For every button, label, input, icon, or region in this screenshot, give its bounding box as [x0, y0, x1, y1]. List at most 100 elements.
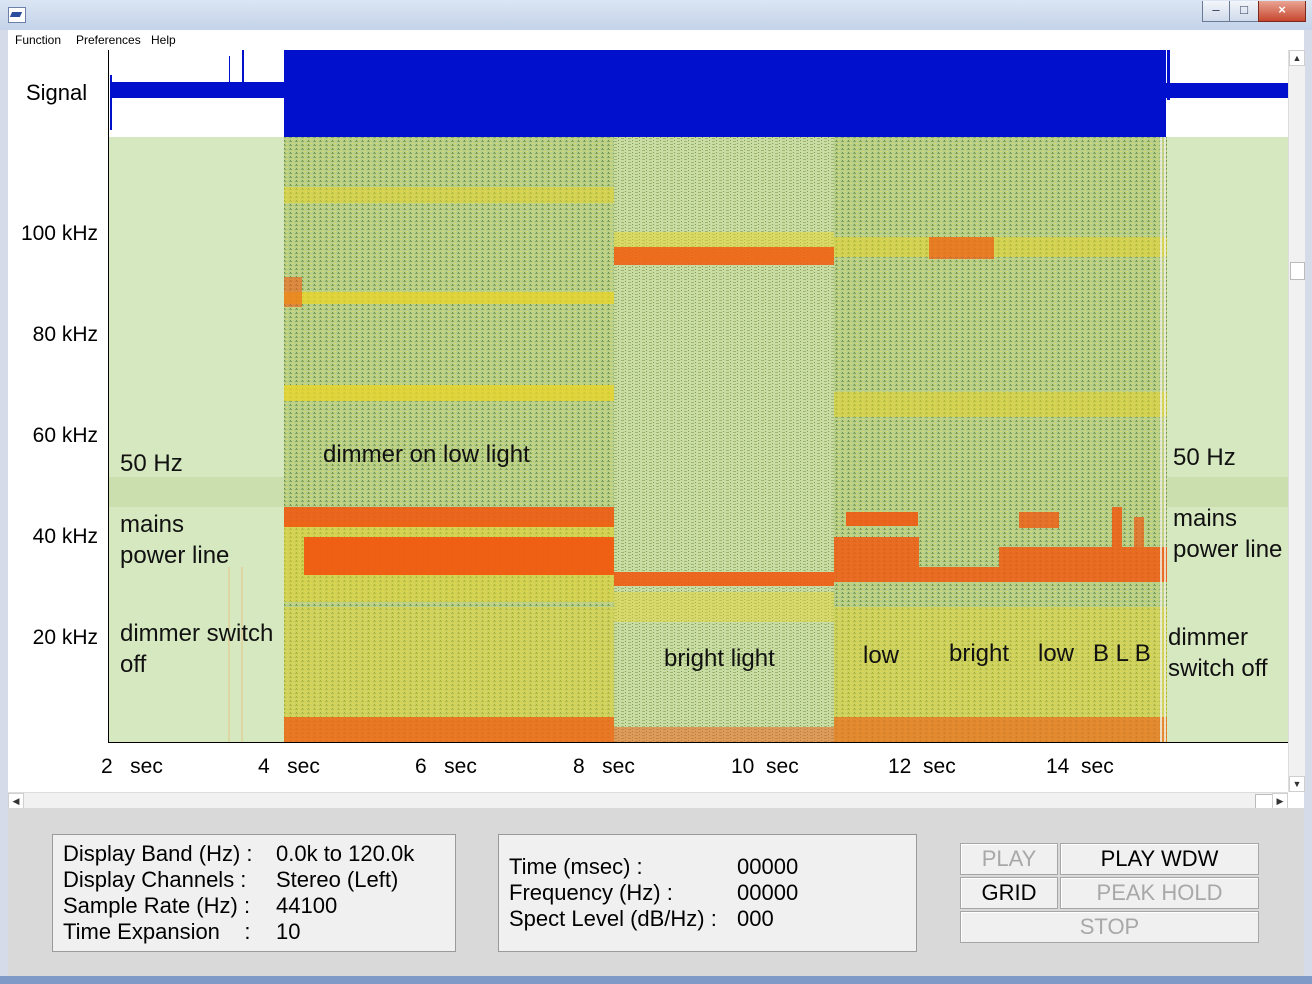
minimize-icon: –	[1212, 2, 1220, 17]
y-tick-80khz: 80 kHz	[32, 323, 98, 346]
band-orange	[614, 572, 834, 586]
annotation-dimmer-off-right: dimmer switch off	[1168, 624, 1268, 682]
band-yellow	[834, 392, 1167, 417]
grid-button[interactable]: GRID	[960, 877, 1058, 909]
signal-spike	[110, 75, 112, 130]
signal-spike	[1167, 50, 1170, 100]
band-orange	[1112, 507, 1122, 547]
minimize-button[interactable]: –	[1202, 1, 1230, 22]
value-time-expansion: 10	[276, 919, 301, 944]
signal-spike	[242, 50, 244, 94]
menu-function[interactable]: Function	[15, 33, 62, 47]
horizontal-scrollbar[interactable]: ◀ ▶	[8, 792, 1288, 809]
annotation-mains-left: mains power line	[120, 511, 230, 569]
label-sample-rate: Sample Rate (Hz) :	[63, 893, 251, 918]
close-icon: ×	[1278, 2, 1286, 17]
x-tick-10sec: 10 sec	[731, 755, 799, 778]
annotation-50hz-left: 50 Hz	[120, 450, 183, 477]
spectrogram-svg	[109, 137, 1289, 742]
horizontal-scroll-thumb[interactable]	[1255, 794, 1273, 809]
band-orange	[1019, 512, 1059, 528]
taskbar	[0, 976, 1312, 984]
vertical-scrollbar[interactable]: ▲ ▼	[1288, 50, 1305, 792]
annotation-low-1: low	[863, 642, 900, 669]
annotation-bright-light: bright light	[664, 645, 775, 672]
band-orange	[304, 537, 614, 575]
band-yellow	[284, 187, 614, 203]
y-tick-40khz: 40 kHz	[32, 525, 98, 548]
value-frequency: 00000	[737, 880, 799, 905]
label-display-band: Display Band (Hz) :	[63, 841, 253, 866]
band-orange	[1134, 517, 1144, 547]
band-orange	[846, 512, 918, 526]
band-orange	[929, 237, 994, 259]
signal-quiet-right	[1166, 83, 1289, 98]
x-tick-4sec: 4 sec	[258, 755, 320, 778]
signal-waveform-svg	[110, 50, 1289, 137]
band-orange	[999, 547, 1167, 582]
peak-hold-button[interactable]: PEAK HOLD	[1060, 877, 1259, 909]
band-orange	[614, 727, 834, 742]
y-tick-100khz: 100 kHz	[20, 222, 98, 245]
annotation-50hz-right: 50 Hz	[1173, 444, 1236, 471]
annotation-bright-2: bright	[949, 640, 1010, 667]
spectrogram[interactable]	[108, 137, 1289, 743]
menu-preferences[interactable]: Preferences	[76, 33, 141, 47]
band-orange	[919, 567, 999, 582]
region-dimmer-low	[284, 137, 614, 742]
x-tick-2sec: 2 sec	[101, 755, 163, 778]
annotation-dimmer-low: dimmer on low light	[323, 441, 530, 468]
band-orange	[834, 717, 1167, 742]
menu-bar: Function Preferences Help	[8, 30, 1304, 51]
label-frequency: Frequency (Hz) :	[509, 880, 673, 905]
close-button[interactable]: ×	[1258, 1, 1306, 22]
band-orange	[614, 247, 834, 265]
band-orange	[834, 537, 919, 582]
vertical-scroll-thumb[interactable]	[1290, 262, 1305, 280]
y-tick-60khz: 60 kHz	[32, 424, 98, 447]
value-display-channels: Stereo (Left)	[276, 867, 399, 892]
signal-loud	[284, 50, 1166, 137]
band-yellow	[284, 292, 614, 304]
scroll-up-arrow-icon[interactable]: ▲	[1289, 50, 1305, 66]
annotation-blb: B L B	[1093, 640, 1151, 667]
label-time-expansion: Time Expansion :	[63, 919, 251, 944]
value-sample-rate: 44100	[276, 893, 338, 918]
band-orange	[284, 717, 614, 742]
play-button[interactable]: PLAY	[960, 843, 1058, 875]
band-yellow	[614, 592, 834, 622]
y-tick-20khz: 20 kHz	[32, 626, 98, 649]
cursor-info-panel: Time (msec) : 00000 Frequency (Hz) : 000…	[498, 834, 917, 952]
x-tick-14sec: 14 sec	[1046, 755, 1114, 778]
band-yellow	[834, 237, 1167, 257]
band-orange	[284, 277, 302, 307]
x-tick-6sec: 6 sec	[415, 755, 477, 778]
menu-help[interactable]: Help	[151, 33, 176, 47]
scroll-right-arrow-icon[interactable]: ▶	[1272, 793, 1288, 809]
label-spect-level: Spect Level (dB/Hz) :	[509, 906, 717, 931]
x-tick-8sec: 8 sec	[573, 755, 635, 778]
maximize-icon: □	[1240, 2, 1248, 17]
annotation-dimmer-off-left: dimmer switch off	[120, 620, 274, 678]
signal-quiet-left	[110, 82, 284, 98]
mains-band-left	[109, 477, 284, 507]
mains-band-right	[1167, 477, 1289, 507]
value-spect-level: 000	[737, 906, 774, 931]
signal-waveform[interactable]	[108, 50, 1289, 138]
title-bar: – □ ×	[0, 0, 1312, 30]
band-yellow	[284, 385, 614, 401]
maximize-button[interactable]: □	[1229, 1, 1259, 22]
play-window-button[interactable]: PLAY WDW	[1060, 843, 1259, 875]
signal-label: Signal	[26, 80, 88, 105]
label-time: Time (msec) :	[509, 854, 643, 879]
scroll-down-arrow-icon[interactable]: ▼	[1289, 776, 1305, 792]
value-time: 00000	[737, 854, 799, 879]
signal-spike	[229, 56, 230, 94]
x-tick-12sec: 12 sec	[888, 755, 956, 778]
stop-button[interactable]: STOP	[960, 911, 1259, 943]
scroll-left-arrow-icon[interactable]: ◀	[8, 793, 24, 809]
app-icon	[8, 7, 26, 23]
value-display-band: 0.0k to 120.0k	[276, 841, 415, 866]
annotation-low-2: low	[1038, 640, 1075, 667]
display-info-panel: Display Band (Hz) : 0.0k to 120.0k Displ…	[52, 834, 456, 952]
